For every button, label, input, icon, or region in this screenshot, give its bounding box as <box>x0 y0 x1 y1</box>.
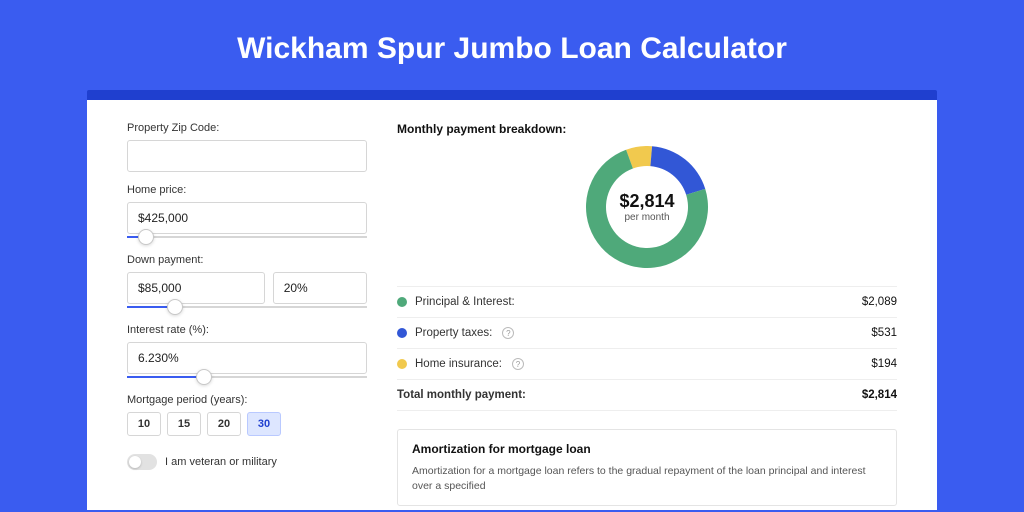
period-options: 10152030 <box>127 412 367 436</box>
info-icon[interactable]: ? <box>512 358 524 370</box>
period-field: Mortgage period (years): 10152030 <box>127 394 367 436</box>
legend-row-tax: Property taxes:? $531 <box>397 318 897 349</box>
interest-rate-field: Interest rate (%): <box>127 324 367 382</box>
amortization-title: Amortization for mortgage loan <box>412 442 882 456</box>
period-option-30[interactable]: 30 <box>247 412 281 436</box>
legend-row-total: Total monthly payment: $2,814 <box>397 380 897 411</box>
donut-chart: $2,814 per month <box>397 146 897 268</box>
donut-sub: per month <box>619 212 674 223</box>
home-price-slider[interactable] <box>127 232 367 242</box>
breakdown-title: Monthly payment breakdown: <box>397 122 897 136</box>
zip-field: Property Zip Code: <box>127 122 367 172</box>
interest-rate-slider[interactable] <box>127 372 367 382</box>
zip-input[interactable] <box>127 140 367 172</box>
veteran-toggle[interactable] <box>127 454 157 470</box>
legend-value-pi: $2,089 <box>862 296 897 308</box>
donut-slice-tax <box>650 146 705 195</box>
home-price-label: Home price: <box>127 184 367 196</box>
legend-row-ins: Home insurance:? $194 <box>397 349 897 380</box>
donut-center: $2,814 per month <box>619 191 674 223</box>
down-payment-slider[interactable] <box>127 302 367 312</box>
info-icon[interactable]: ? <box>502 327 514 339</box>
down-payment-slider-thumb[interactable] <box>167 299 183 315</box>
interest-rate-input[interactable] <box>127 342 367 374</box>
down-payment-field: Down payment: <box>127 254 367 312</box>
period-option-15[interactable]: 15 <box>167 412 201 436</box>
interest-rate-label: Interest rate (%): <box>127 324 367 336</box>
legend-dot-ins <box>397 359 407 369</box>
input-panel: Property Zip Code: Home price: Down paym… <box>127 122 367 510</box>
legend-label-pi: Principal & Interest: <box>415 296 515 308</box>
legend-dot-tax <box>397 328 407 338</box>
legend-value-tax: $531 <box>871 327 897 339</box>
home-price-slider-thumb[interactable] <box>138 229 154 245</box>
calculator-card: Property Zip Code: Home price: Down paym… <box>87 90 937 510</box>
home-price-field: Home price: <box>127 184 367 242</box>
legend-label-ins: Home insurance: <box>415 358 502 370</box>
donut-amount: $2,814 <box>619 191 674 212</box>
veteran-row: I am veteran or military <box>127 454 367 470</box>
legend-dot-pi <box>397 297 407 307</box>
amortization-card: Amortization for mortgage loan Amortizat… <box>397 429 897 506</box>
period-label: Mortgage period (years): <box>127 394 367 406</box>
veteran-label: I am veteran or military <box>165 456 277 468</box>
page-title: Wickham Spur Jumbo Loan Calculator <box>0 0 1024 90</box>
breakdown-panel: Monthly payment breakdown: $2,814 per mo… <box>397 122 897 510</box>
home-price-input[interactable] <box>127 202 367 234</box>
legend-value-ins: $194 <box>871 358 897 370</box>
period-option-20[interactable]: 20 <box>207 412 241 436</box>
legend-row-pi: Principal & Interest: $2,089 <box>397 287 897 318</box>
zip-label: Property Zip Code: <box>127 122 367 134</box>
legend-label-tax: Property taxes: <box>415 327 492 339</box>
legend: Principal & Interest: $2,089 Property taxe… <box>397 286 897 411</box>
amortization-body: Amortization for a mortgage loan refers … <box>412 464 882 493</box>
legend-total-value: $2,814 <box>862 389 897 401</box>
down-payment-amount-input[interactable] <box>127 272 265 304</box>
interest-rate-slider-fill <box>127 376 204 378</box>
interest-rate-slider-thumb[interactable] <box>196 369 212 385</box>
down-payment-label: Down payment: <box>127 254 367 266</box>
period-option-10[interactable]: 10 <box>127 412 161 436</box>
down-payment-percent-input[interactable] <box>273 272 367 304</box>
legend-total-label: Total monthly payment: <box>397 389 526 401</box>
